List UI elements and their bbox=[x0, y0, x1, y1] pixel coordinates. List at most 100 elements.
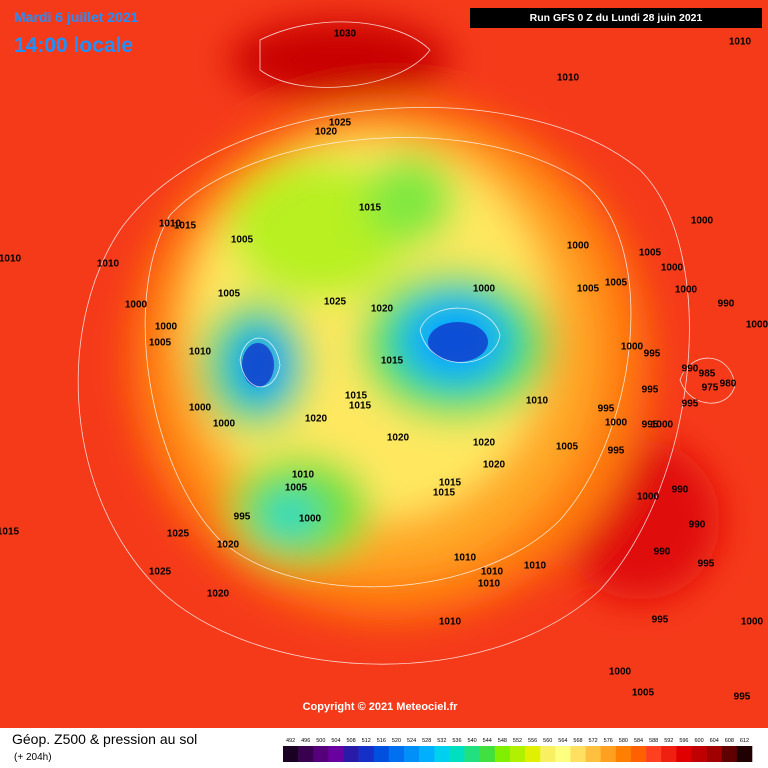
legend-title: Géop. Z500 & pression au sol bbox=[12, 731, 197, 747]
scale-label: 568 bbox=[573, 738, 582, 744]
scale-label: 540 bbox=[468, 738, 477, 744]
scale-label: 604 bbox=[710, 738, 719, 744]
scale-swatch bbox=[540, 746, 556, 762]
map: 1030101010101025102010151010101510051000… bbox=[0, 0, 768, 728]
isobar-label: 1015 bbox=[174, 221, 197, 232]
isobar-label: 1005 bbox=[218, 289, 241, 300]
scale-label: 536 bbox=[452, 738, 461, 744]
scale-label: 560 bbox=[543, 738, 552, 744]
isobar-labels: 1030101010101025102010151010101510051000… bbox=[0, 29, 768, 703]
isobar-label: 1010 bbox=[454, 553, 477, 564]
scale-label: 592 bbox=[664, 738, 673, 744]
forecast-time: 14:00 locale bbox=[14, 34, 133, 57]
isobar-label: 1010 bbox=[97, 259, 120, 270]
scale-swatch bbox=[343, 746, 359, 762]
isobar-label: 1005 bbox=[639, 248, 662, 259]
scale-swatch bbox=[661, 746, 677, 762]
isobar-label: 1000 bbox=[213, 419, 236, 430]
isobar-label: 995 bbox=[642, 385, 659, 396]
isobar-label: 1010 bbox=[159, 219, 182, 230]
isobar-label: 990 bbox=[672, 485, 689, 496]
scale-swatch bbox=[615, 746, 632, 762]
scale-label: 532 bbox=[437, 738, 446, 744]
isobar-label: 1010 bbox=[0, 254, 22, 265]
isobar-label: 995 bbox=[682, 399, 699, 410]
isobar-label: 1015 bbox=[349, 401, 372, 412]
scale-label: 596 bbox=[679, 738, 688, 744]
scale-swatch bbox=[525, 746, 541, 762]
isobar-label: 1010 bbox=[526, 396, 549, 407]
isobar-label: 995 bbox=[608, 446, 625, 457]
isobar-label: 1000 bbox=[741, 617, 764, 628]
isobar-label: 1015 bbox=[381, 356, 404, 367]
isobar-label: 1000 bbox=[621, 342, 644, 353]
isobar-label: 1010 bbox=[481, 567, 504, 578]
isobar-label: 990 bbox=[718, 299, 735, 310]
isobar-label: 995 bbox=[234, 512, 251, 523]
isobar-label: 1010 bbox=[524, 561, 547, 572]
isobar-label: 980 bbox=[720, 379, 737, 390]
isobar-label: 1010 bbox=[729, 37, 752, 48]
scale-swatch bbox=[449, 746, 465, 762]
scale-label: 520 bbox=[392, 738, 401, 744]
scale-label: 600 bbox=[694, 738, 703, 744]
scale-label: 576 bbox=[604, 738, 613, 744]
isobar-label: 995 bbox=[644, 349, 661, 360]
scale-swatch bbox=[570, 746, 586, 762]
scale-swatch bbox=[676, 746, 692, 762]
scale-swatch bbox=[585, 746, 602, 762]
isobars bbox=[77, 21, 736, 665]
scale-label: 580 bbox=[619, 738, 628, 744]
isobar-label: 1020 bbox=[387, 433, 410, 444]
isobar-label: 1000 bbox=[661, 263, 684, 274]
scale-swatch bbox=[298, 746, 314, 762]
isobar-label: 1025 bbox=[329, 118, 352, 129]
isobar-label: 1020 bbox=[305, 414, 328, 425]
scale-swatch bbox=[721, 746, 738, 762]
low-core bbox=[428, 322, 488, 362]
scale-label: 512 bbox=[362, 738, 371, 744]
isobar-label: 1000 bbox=[746, 320, 768, 331]
isobar-label: 1020 bbox=[473, 438, 496, 449]
isobar-label: 1020 bbox=[483, 460, 506, 471]
isobar-label: 1000 bbox=[675, 285, 698, 296]
scale-swatch bbox=[479, 746, 496, 762]
scale-label: 612 bbox=[740, 738, 749, 744]
scale-label: 588 bbox=[649, 738, 658, 744]
legend-subtitle: (+ 204h) bbox=[14, 752, 52, 763]
scale-swatch bbox=[555, 746, 571, 762]
scale-swatch bbox=[419, 746, 435, 762]
isobar-label: 1005 bbox=[149, 338, 172, 349]
isobar-label: 1020 bbox=[371, 304, 394, 315]
isobar-label: 1000 bbox=[609, 667, 632, 678]
isobar-label: 1025 bbox=[149, 567, 172, 578]
isobar-label: 1000 bbox=[567, 241, 590, 252]
scale-label: 608 bbox=[725, 738, 734, 744]
scale-label: 508 bbox=[346, 738, 355, 744]
isobar-label: 1005 bbox=[556, 442, 579, 453]
isobar-label: 990 bbox=[682, 364, 699, 375]
isobar-label: 1015 bbox=[439, 478, 462, 489]
isobar-label: 975 bbox=[702, 383, 719, 394]
isobar-label: 1005 bbox=[231, 235, 254, 246]
isobar-label: 995 bbox=[652, 615, 669, 626]
isobar-label: 1000 bbox=[651, 420, 674, 431]
isobar-label: 1015 bbox=[433, 488, 456, 499]
isobar-label: 1010 bbox=[439, 617, 462, 628]
isobar-label: 985 bbox=[699, 369, 716, 380]
isobar-label: 1020 bbox=[315, 127, 338, 138]
isobar-label: 995 bbox=[734, 692, 751, 703]
scale-swatch bbox=[464, 746, 480, 762]
scale-label: 556 bbox=[528, 738, 537, 744]
isobar-label: 995 bbox=[598, 404, 615, 415]
isobar-label: 1000 bbox=[155, 322, 178, 333]
isobar-label: 1000 bbox=[125, 300, 148, 311]
scale-swatch bbox=[283, 746, 299, 762]
isobar-label: 1015 bbox=[345, 391, 368, 402]
scale-label: 544 bbox=[483, 738, 492, 744]
forecast-date: Mardi 6 juillet 2021 bbox=[14, 9, 139, 25]
scale-swatch bbox=[358, 746, 375, 762]
scale-swatch bbox=[434, 746, 450, 762]
isobar-label: 1025 bbox=[167, 529, 190, 540]
isobar-label: 1000 bbox=[189, 403, 212, 414]
